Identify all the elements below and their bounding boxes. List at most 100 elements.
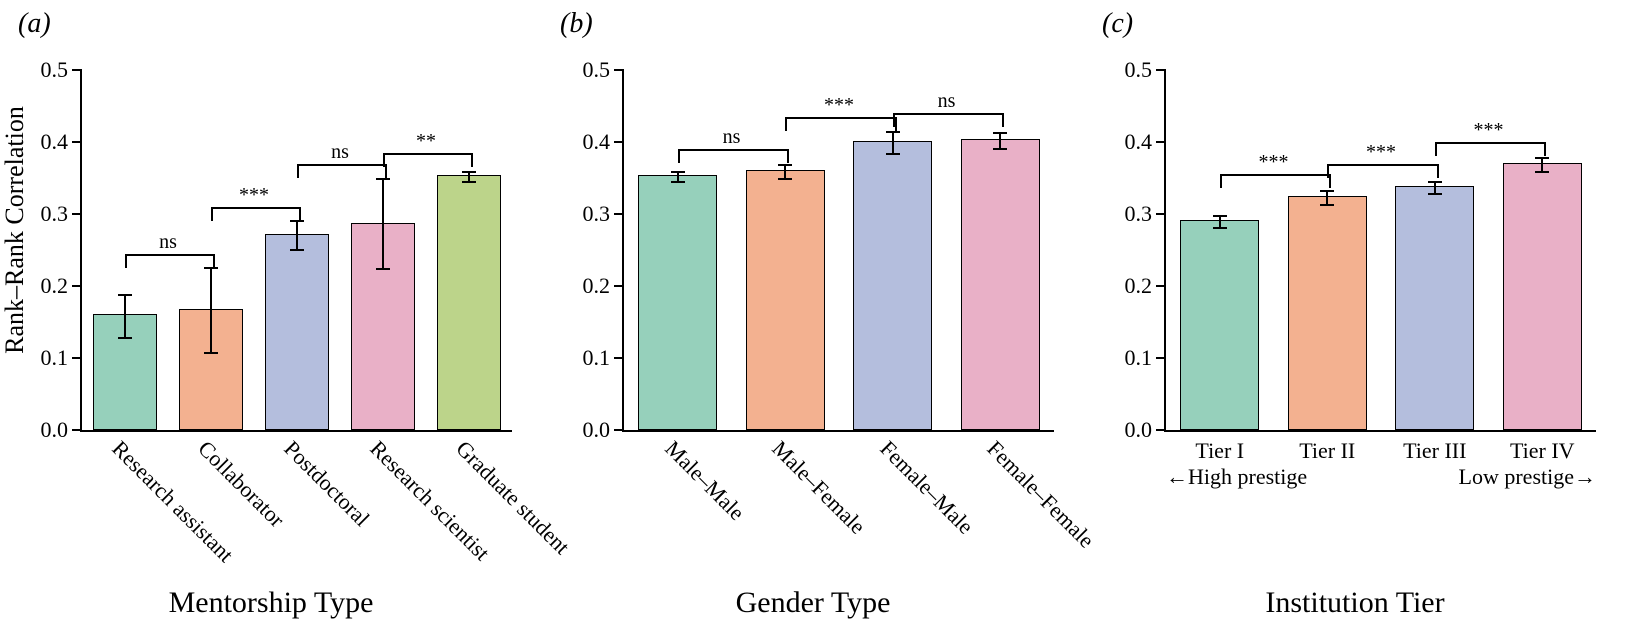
bar [1288,196,1367,430]
y-tick [614,285,624,287]
plot-area-b: 0.00.10.20.30.40.5Male–MaleMale–FemaleFe… [622,70,1054,432]
bars-container: Tier ITier IITier IIITier IV [1166,70,1596,430]
error-cap [993,132,1007,134]
error-cap [1428,193,1442,195]
significance-label: ** [416,130,436,153]
prestige-note-right: Low prestige→ [1459,464,1596,490]
x-tick-label: Tier III [1403,438,1466,464]
significance-bracket [1435,142,1547,156]
x-tick-label: Tier IV [1510,438,1575,464]
bar-slot: Research assistant [82,70,168,430]
x-axis-title-a: Mentorship Type [0,586,542,620]
significance-bracket [211,207,301,221]
significance-label: ns [723,126,741,149]
y-tick [1156,141,1166,143]
bars-container: Research assistantCollaboratorPostdoctor… [82,70,512,430]
error-cap [886,131,900,133]
x-tick-label: Tier II [1299,438,1355,464]
x-axis-title-b: Gender Type [542,586,1084,620]
error-cap [462,181,476,183]
y-tick-label: 0.3 [583,201,611,227]
bar-slot: Postdoctoral [254,70,340,430]
bar [961,139,1040,430]
plot-area-a: 0.00.10.20.30.40.5Research assistantColl… [80,70,512,432]
significance-bracket [893,113,1005,127]
y-tick [72,213,82,215]
error-cap [1428,181,1442,183]
panel-c: (c) 0.00.10.20.30.40.5Tier ITier IITier … [1084,0,1626,632]
error-bar [296,221,298,250]
y-tick [1156,285,1166,287]
error-cap [376,268,390,270]
bar [853,141,932,430]
y-tick-label: 0.1 [583,345,611,371]
bar [1180,220,1259,430]
error-bar [1541,158,1543,172]
y-tick [614,429,624,431]
significance-bracket [383,153,473,167]
y-tick-label: 0.5 [583,57,611,83]
bar-slot: Graduate student [426,70,512,430]
y-tick-label: 0.0 [41,417,69,443]
y-tick-label: 0.2 [583,273,611,299]
y-tick-label: 0.1 [1125,345,1153,371]
y-tick [72,285,82,287]
y-tick [72,429,82,431]
panel-b: (b) 0.00.10.20.30.40.5Male–MaleMale–Fema… [542,0,1084,632]
y-tick [614,357,624,359]
x-tick-label: Male–Male [659,436,749,526]
x-tick-label: Tier I [1195,438,1244,464]
bar-slot: Tier II [1274,70,1382,430]
y-tick [1156,213,1166,215]
error-bar [1326,191,1328,205]
error-cap [993,148,1007,150]
y-tick [614,213,624,215]
x-tick-label: Female–Female [982,436,1100,554]
error-cap [462,171,476,173]
bar-slot: Tier III [1381,70,1489,430]
y-tick [1156,357,1166,359]
error-cap [376,178,390,180]
significance-bracket [1220,174,1332,188]
error-cap [1535,171,1549,173]
error-cap [204,352,218,354]
bar [437,175,501,430]
error-cap [886,153,900,155]
y-tick-label: 0.0 [1125,417,1153,443]
x-tick-label: Male–Female [767,436,871,540]
bar [746,170,825,430]
y-tick-label: 0.3 [1125,201,1153,227]
significance-bracket [785,117,897,131]
error-cap [118,337,132,339]
error-cap [671,171,685,173]
significance-bracket [1327,164,1439,178]
bar [265,234,329,430]
error-bar [999,133,1001,149]
significance-label: *** [824,94,854,117]
error-cap [1320,204,1334,206]
significance-label: ns [331,141,349,164]
significance-bracket [678,149,790,163]
bar-slot: Research scientist [340,70,426,430]
significance-label: *** [1366,141,1396,164]
significance-label: ns [938,90,956,113]
bar-slot: Male–Male [624,70,732,430]
y-tick-label: 0.2 [41,273,69,299]
y-tick-label: 0.4 [583,129,611,155]
error-cap [1213,227,1227,229]
y-tick [614,69,624,71]
y-tick [1156,69,1166,71]
y-tick-label: 0.4 [1125,129,1153,155]
y-tick [72,69,82,71]
significance-bracket [125,254,215,268]
bar-slot: Collaborator [168,70,254,430]
error-cap [671,181,685,183]
prestige-note-left: ←High prestige [1166,464,1307,490]
figure: (a) Rank–Rank Correlation 0.00.10.20.30.… [0,0,1626,632]
y-tick-label: 0.5 [1125,57,1153,83]
error-bar [210,268,212,353]
y-tick [72,357,82,359]
x-tick-label: Postdoctoral [279,436,375,532]
panel-label-c: (c) [1102,8,1133,40]
y-axis-label: Rank–Rank Correlation [0,50,30,410]
